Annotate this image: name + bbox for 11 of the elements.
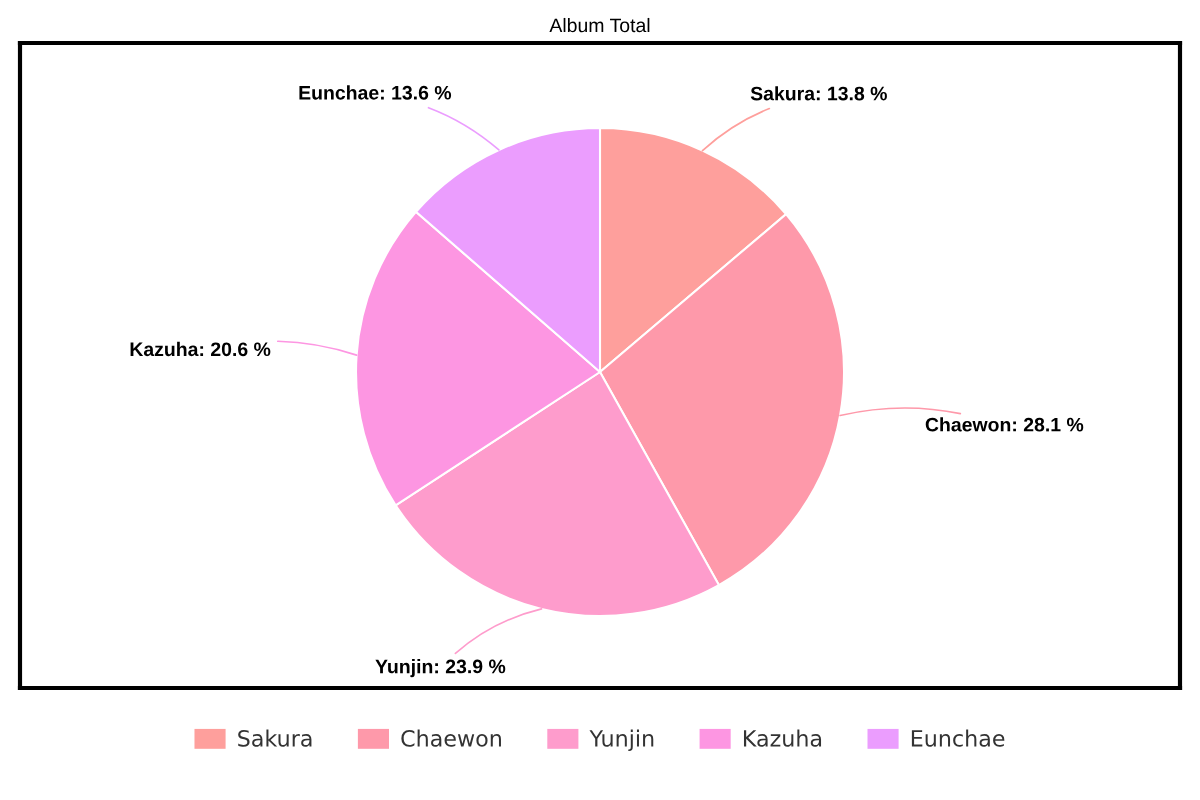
legend-label: Yunjin	[589, 729, 654, 752]
legend-label: Chaewon	[401, 729, 501, 747]
legend-label: Sakura	[238, 729, 312, 747]
data-label: Kazuha: 20.6 %	[130, 341, 271, 357]
legend-label: Eunchae	[911, 729, 1005, 747]
legend-label: Kazuha	[743, 729, 822, 747]
data-label: Yunjin: 23.9 %	[375, 659, 506, 678]
data-label: Sakura: 13.8 %	[750, 86, 887, 101]
chart-title: Album Total	[549, 17, 650, 33]
data-label: Chaewon: 28.1 %	[925, 417, 1084, 432]
data-label: Eunchae: 13.6 %	[299, 85, 452, 100]
